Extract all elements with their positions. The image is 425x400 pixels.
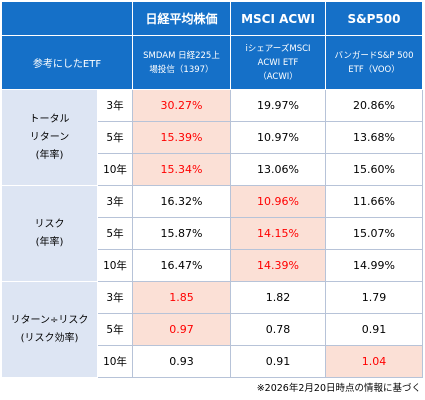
period-label: 5年: [97, 217, 133, 250]
period-label: 5年: [97, 313, 133, 346]
value-cell-nikkei: 15.87%: [132, 217, 231, 250]
value-cell-sp500: 0.91: [325, 313, 423, 346]
header-row-funds: 参考にしたETF SMDAM 日経225上 場投信（1397） iシェアーズMS…: [1, 35, 423, 90]
header-row-titles: 日経平均株価 MSCI ACWI S&P500: [1, 1, 423, 36]
table-row: 5年 15.39% 10.97% 13.68%: [2, 121, 423, 154]
column-title-msci-acwi: MSCI ACWI: [230, 1, 326, 36]
table-row: 5年 15.87% 14.15% 15.07%: [2, 217, 423, 250]
metric-category-label: リスク (年率): [1, 185, 98, 282]
value-cell-msci-acwi: 14.15%: [230, 217, 326, 250]
value-cell-sp500: 13.68%: [325, 121, 423, 154]
table-row: 10年 0.93 0.91 1.04: [2, 345, 423, 378]
period-label: 10年: [97, 153, 133, 186]
metric-category-label: リターン÷リスク (リスク効率): [1, 281, 98, 378]
value-cell-sp500: 20.86%: [325, 89, 423, 122]
period-label: 10年: [97, 345, 133, 378]
footnote: ※2026年2月20日時点の情報に基づく: [256, 383, 421, 394]
metric-category-label: トータルリターン (年率): [1, 89, 98, 186]
table-body: 日経平均株価 MSCI ACWI S&P500 参考にしたETF SMDAM 日…: [1, 1, 423, 378]
category-label-line: リターン÷リスク: [10, 314, 89, 326]
category-label-line: リスク: [34, 218, 65, 230]
etf-comparison-table: 日経平均株価 MSCI ACWI S&P500 参考にしたETF SMDAM 日…: [1, 1, 423, 378]
value-cell-nikkei: 16.32%: [132, 185, 231, 218]
value-cell-sp500: 1.79: [325, 281, 423, 314]
table-row: 10年 16.47% 14.39% 14.99%: [2, 249, 423, 282]
value-cell-nikkei: 15.39%: [132, 121, 231, 154]
value-cell-msci-acwi: 10.97%: [230, 121, 326, 154]
fund-name-sp500: バンガードS&P 500 ETF（VOO）: [325, 35, 423, 90]
period-label: 3年: [97, 281, 133, 314]
value-cell-msci-acwi: 10.96%: [230, 185, 326, 218]
fund-line: ACWI ETF: [257, 57, 299, 68]
value-cell-msci-acwi: 14.39%: [230, 249, 326, 282]
reference-etf-label: 参考にしたETF: [1, 35, 133, 90]
table-row: 5年 0.97 0.78 0.91: [2, 313, 423, 346]
value-cell-nikkei: 16.47%: [132, 249, 231, 282]
value-cell-sp500: 14.99%: [325, 249, 423, 282]
value-cell-msci-acwi: 1.82: [230, 281, 326, 314]
value-cell-nikkei: 30.27%: [132, 89, 231, 122]
fund-line: 場投信（1397）: [149, 64, 214, 75]
value-cell-sp500: 15.60%: [325, 153, 423, 186]
fund-name-msci-acwi: iシェアーズMSCI ACWI ETF （ACWI）: [230, 35, 326, 90]
period-label: 10年: [97, 249, 133, 282]
category-label-line: (年率): [35, 236, 64, 248]
value-cell-nikkei: 1.85: [132, 281, 231, 314]
value-cell-nikkei: 0.93: [132, 345, 231, 378]
value-cell-msci-acwi: 19.97%: [230, 89, 326, 122]
table-row: 10年 15.34% 13.06% 15.60%: [2, 153, 423, 186]
category-label-line: (年率): [35, 149, 64, 161]
table-row: トータルリターン (年率) 3年 30.27% 19.97% 20.86%: [1, 89, 423, 186]
fund-name-nikkei: SMDAM 日経225上 場投信（1397）: [132, 35, 231, 90]
value-cell-msci-acwi: 0.91: [230, 345, 326, 378]
value-cell-msci-acwi: 13.06%: [230, 153, 326, 186]
category-label-line: (リスク効率): [20, 332, 79, 344]
fund-line: SMDAM 日経225上: [143, 50, 220, 61]
category-label-line: リターン: [29, 131, 70, 143]
period-label: 3年: [97, 89, 133, 122]
value-cell-sp500: 1.04: [325, 345, 423, 378]
header-corner-top: [1, 1, 133, 36]
value-cell-nikkei: 0.97: [132, 313, 231, 346]
value-cell-sp500: 15.07%: [325, 217, 423, 250]
value-cell-msci-acwi: 0.78: [230, 313, 326, 346]
value-cell-nikkei: 15.34%: [132, 153, 231, 186]
table-row: リスク (年率) 3年 16.32% 10.96% 11.66%: [1, 185, 423, 282]
fund-line: （ACWI）: [258, 71, 298, 82]
table-row: リターン÷リスク (リスク効率) 3年 1.85 1.82 1.79: [1, 281, 423, 378]
fund-line: バンガードS&P 500: [334, 50, 414, 61]
fund-line: iシェアーズMSCI: [245, 43, 311, 54]
column-title-sp500: S&P500: [325, 1, 423, 36]
period-label: 5年: [97, 121, 133, 154]
fund-line: ETF（VOO）: [348, 64, 400, 75]
value-cell-sp500: 11.66%: [325, 185, 423, 218]
period-label: 3年: [97, 185, 133, 218]
column-title-nikkei: 日経平均株価: [132, 1, 231, 36]
category-label-line: トータル: [29, 113, 70, 125]
